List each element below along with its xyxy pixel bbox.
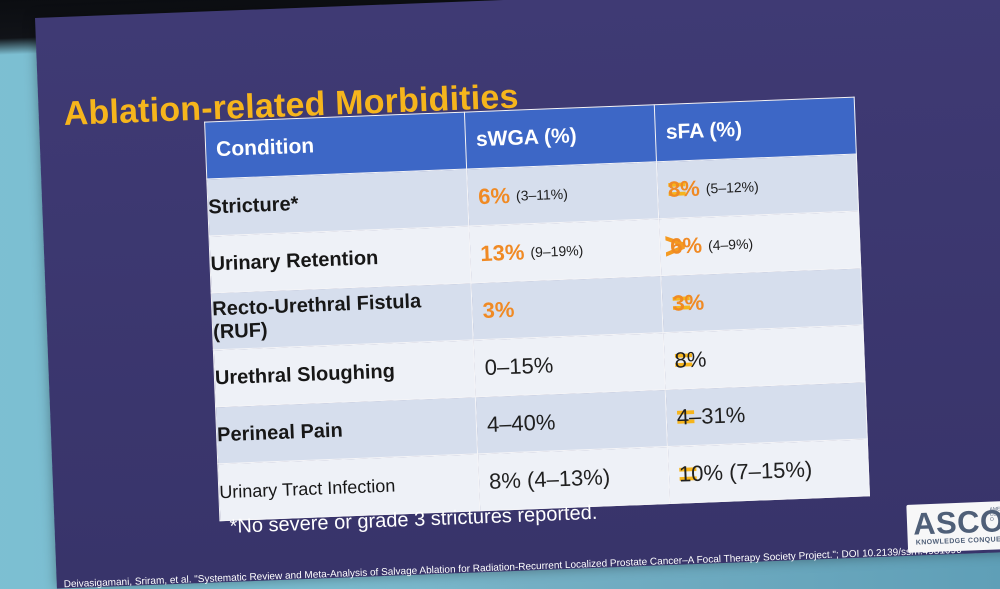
swga-value: 8% (4–13%): [488, 464, 611, 494]
sfa-value: 10% (7–15%): [678, 456, 813, 487]
data-table: Condition sWGA (%) sFA (%) Stricture* 6%…: [204, 97, 870, 522]
sfa-cell-inner: 6% (4–9%): [659, 212, 860, 276]
swga-cell-inner: 6% (3–11%) =: [467, 162, 686, 225]
sfa-value: 3%: [671, 289, 705, 316]
sfa-value: 8%: [674, 346, 707, 373]
swga-cell: 6% (3–11%) =: [466, 161, 686, 227]
swga-cell-inner: 0–15% =: [474, 333, 692, 396]
swga-value: 13%: [479, 239, 525, 267]
condition-cell: Stricture*: [206, 169, 469, 236]
swga-cell-inner: 3% =: [472, 276, 690, 339]
condition-cell: Urethral Sloughing: [213, 339, 476, 407]
condition-cell: Recto-Urethral Fistula (RUF): [211, 282, 474, 350]
sfa-note: (4–9%): [707, 235, 754, 254]
sfa-cell-inner: 3%: [661, 269, 862, 333]
swga-cell-inner: 13% (9–19%) >: [469, 219, 687, 282]
swga-value: 0–15%: [484, 352, 554, 380]
swga-cell-inner: 8% (4–13%) =: [478, 447, 697, 510]
swga-cell: 0–15% =: [473, 332, 692, 397]
sfa-value: 4–31%: [676, 402, 746, 430]
swga-cell: 8% (4–13%) =: [477, 446, 697, 511]
sfa-cell: 6% (4–9%): [658, 211, 861, 276]
sfa-cell-inner: 10% (7–15%): [668, 439, 869, 503]
swga-value: 4–40%: [486, 409, 556, 437]
header-swga: sWGA (%): [464, 104, 657, 170]
morbidity-table: Condition sWGA (%) sFA (%) Stricture* 6%…: [204, 97, 870, 521]
sfa-value: 8%: [667, 175, 701, 202]
swga-cell: 13% (9–19%) >: [468, 218, 687, 283]
header-sfa: sFA (%): [654, 97, 857, 162]
sfa-cell: 3%: [660, 267, 863, 333]
swga-note: (3–11%): [515, 185, 569, 204]
sfa-cell: 8%: [663, 324, 866, 390]
swga-cell: 3% =: [470, 275, 690, 340]
sfa-cell: 4–31%: [665, 381, 868, 447]
swga-cell-inner: 4–40% =: [476, 390, 694, 453]
condition-cell: Perineal Pain: [215, 396, 478, 464]
swga-value: 6%: [477, 182, 511, 210]
sfa-cell-inner: 8%: [664, 325, 865, 389]
sfa-cell-inner: 8% (5–12%): [657, 155, 858, 219]
condition-cell: Urinary Retention: [208, 226, 471, 293]
sfa-value: 6%: [669, 232, 703, 259]
sfa-note: (5–12%): [705, 178, 760, 197]
asco-logo-small-text: AMERICAN CLINICAL O: [989, 505, 1000, 523]
citation: Deivasigamani, Sriram, et al. "Systemati…: [63, 544, 962, 589]
sfa-cell: 8% (5–12%): [656, 154, 859, 219]
header-condition: Condition: [204, 112, 467, 180]
presentation-slide: Ablation-related Morbidities Condition s…: [35, 0, 1000, 589]
swga-cell: 4–40% =: [475, 389, 694, 454]
swga-value: 3%: [482, 296, 515, 324]
sfa-cell-inner: 4–31%: [666, 382, 867, 446]
sfa-cell: 10% (7–15%): [667, 438, 870, 504]
asco-logo: ASCO AMERICAN CLINICAL O KNOWLEDGE CONQU…: [906, 500, 1000, 553]
swga-note: (9–19%): [530, 242, 584, 261]
